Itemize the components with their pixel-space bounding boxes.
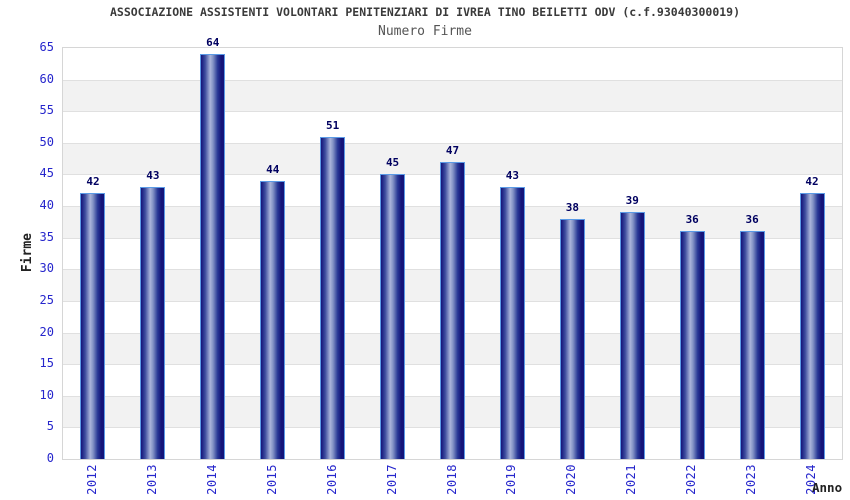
plot-band xyxy=(63,79,842,112)
y-tick-label: 20 xyxy=(39,324,54,339)
x-tick-label: 2012 xyxy=(84,464,99,495)
bar xyxy=(260,180,286,459)
plot-area: 42 43 64 44 51 45 47 43 38 39 36 36 42 xyxy=(62,36,843,460)
bar xyxy=(320,136,346,459)
y-tick-label: 55 xyxy=(39,103,54,118)
bar-value-label: 43 xyxy=(505,169,520,183)
y-tick-label: 30 xyxy=(39,261,54,276)
bar xyxy=(679,231,705,459)
bar-value-label: 45 xyxy=(385,156,400,170)
x-tick-label: 2020 xyxy=(564,464,579,495)
chart-title: ASSOCIAZIONE ASSISTENTI VOLONTARI PENITE… xyxy=(109,5,741,19)
bar-value-label: 42 xyxy=(86,175,100,189)
bar-value-label: 42 xyxy=(805,175,819,189)
x-tick-label: 2022 xyxy=(684,464,699,495)
bar-value-label: 44 xyxy=(266,162,280,176)
y-tick-label: 15 xyxy=(39,356,54,371)
chart-subtitle: Numero Firme xyxy=(378,24,472,39)
gridline xyxy=(63,142,842,144)
y-tick-label: 0 xyxy=(46,451,54,465)
x-tick-label: 2023 xyxy=(744,464,759,495)
bar xyxy=(799,193,825,459)
y-tick-label: 60 xyxy=(39,71,54,86)
x-tick-label: 2018 xyxy=(444,464,459,495)
y-tick-label: 45 xyxy=(39,166,54,181)
y-tick-label: 65 xyxy=(39,40,54,54)
x-tick-label: 2019 xyxy=(504,464,519,495)
x-tick-label: 2016 xyxy=(324,464,339,495)
y-tick-label: 25 xyxy=(39,292,54,307)
bar-value-label: 64 xyxy=(206,36,220,50)
bar-value-label: 47 xyxy=(445,143,460,157)
bar xyxy=(739,231,765,459)
x-axis-title: Anno xyxy=(812,480,843,495)
bar xyxy=(380,174,406,459)
bar xyxy=(140,187,166,459)
y-tick-label: 5 xyxy=(46,419,54,434)
bar-value-label: 43 xyxy=(146,169,160,183)
x-tick-label: 2015 xyxy=(264,464,279,495)
bar-value-label: 39 xyxy=(625,194,639,208)
y-tick-label: 35 xyxy=(39,229,54,244)
x-tick-label: 2014 xyxy=(204,464,219,495)
bar-value-label: 51 xyxy=(326,118,340,132)
bar xyxy=(499,187,525,459)
bar xyxy=(559,218,585,459)
gridline xyxy=(63,79,842,81)
plot-band xyxy=(63,48,842,80)
bar-value-label: 36 xyxy=(685,213,699,227)
bar xyxy=(619,212,645,459)
y-tick-label: 10 xyxy=(39,387,54,402)
bar xyxy=(440,161,465,459)
x-tick-label: 2013 xyxy=(144,464,159,495)
y-tick-label: 50 xyxy=(39,134,54,149)
plot-band xyxy=(63,111,842,143)
x-tick-label: 2021 xyxy=(624,464,639,495)
bar xyxy=(200,54,226,459)
bar-value-label: 38 xyxy=(565,200,579,214)
bar xyxy=(80,193,106,459)
gridline xyxy=(63,111,842,113)
x-tick-label: 2017 xyxy=(384,464,399,495)
bar-value-label: 36 xyxy=(745,213,759,227)
y-tick-label: 40 xyxy=(39,198,54,213)
